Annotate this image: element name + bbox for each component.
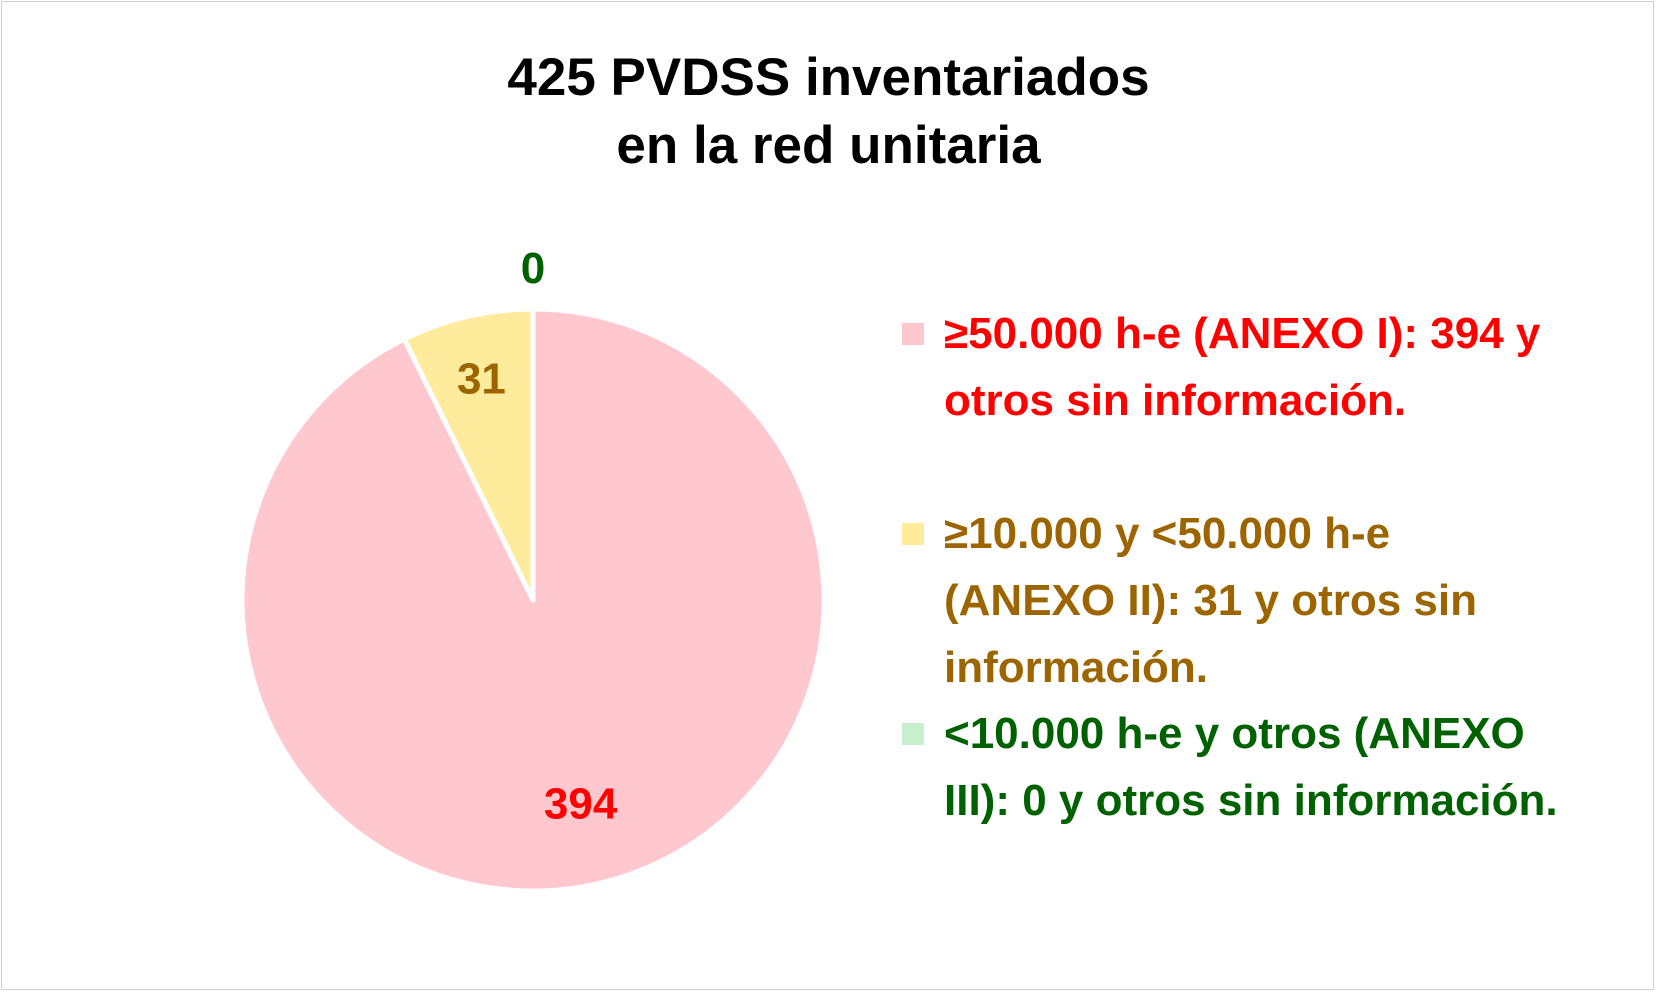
slice-31-wedge — [401, 306, 536, 603]
legend-text-line: (ANEXO II): 31 y otros sin — [944, 576, 1477, 625]
legend-marker-anexo-3 — [902, 723, 924, 745]
legend-text-anexo-1: ≥50.000 h-e (ANEXO I): 394 y otros sin i… — [944, 300, 1644, 434]
slice-394-data-label: 394 — [544, 780, 618, 829]
legend-text-line: otros sin información. — [944, 376, 1407, 425]
chart-title: 425 PVDSS inventariados en la red unitar… — [0, 44, 1657, 180]
legend-text-line: ≥50.000 h-e (ANEXO I): 394 y — [944, 309, 1541, 358]
legend-text-line: información. — [944, 643, 1209, 692]
legend-marker-anexo-1 — [902, 323, 924, 345]
legend-text-anexo-3: <10.000 h-e y otros (ANEXO III): 0 y otr… — [944, 700, 1644, 834]
legend-marker-anexo-2 — [902, 523, 924, 545]
slice-0-data-label: 0 — [521, 244, 545, 293]
legend-text-line: ≥10.000 y <50.000 h-e — [944, 509, 1391, 558]
chart-title-line-2: en la red unitaria — [616, 116, 1041, 175]
legend-text-line: III): 0 y otros sin información. — [944, 776, 1558, 825]
legend-text-anexo-2: ≥10.000 y <50.000 h-e (ANEXO II): 31 y o… — [944, 500, 1644, 701]
slice-31-data-label: 31 — [457, 354, 506, 403]
chart-title-line-1: 425 PVDSS inventariados — [507, 48, 1150, 107]
legend-text-line: <10.000 h-e y otros (ANEXO — [944, 709, 1525, 758]
